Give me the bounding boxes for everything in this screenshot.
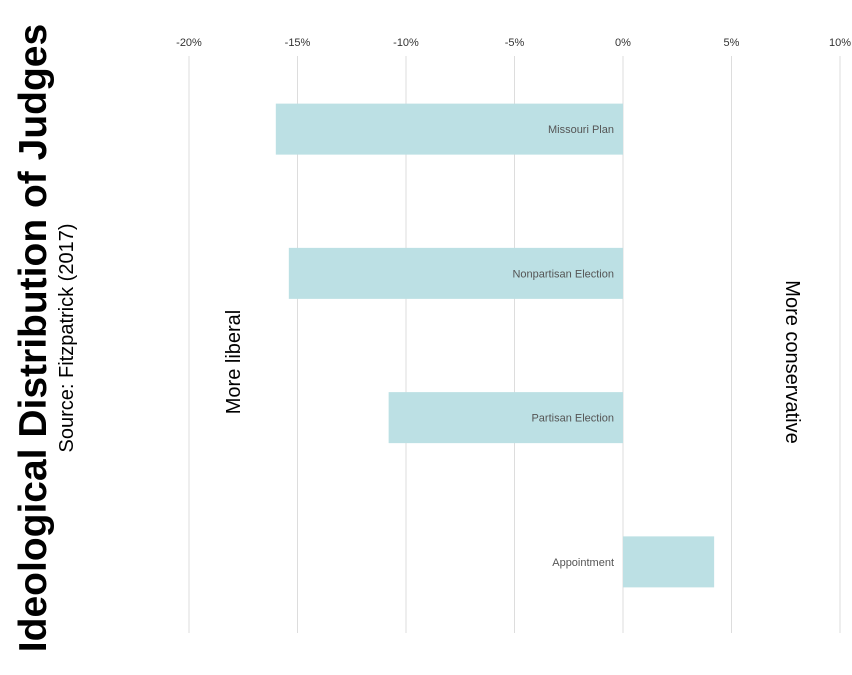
tick-label: -5% [505,37,525,49]
bar-appointment [623,536,715,588]
tick-label: -15% [285,37,311,49]
tick-label: 10% [829,37,851,49]
tick-label: -20% [176,37,202,49]
chart-subtitle: Source: Fitzpatrick (2017) [56,224,78,453]
bar-labels: Missouri Plan Nonpartisan Election Partisa… [512,124,614,569]
bar-label-missouri-plan: Missouri Plan [548,124,614,136]
tick-label: 5% [724,37,740,49]
bar-label-nonpartisan-election: Nonpartisan Election [512,268,614,280]
bars [275,103,715,588]
bar-label-partisan-election: Partisan Election [531,413,614,425]
annotation-more-liberal: More liberal [223,310,245,414]
bar-nonpartisan-election [288,247,623,299]
bar-label-appointment: Appointment [552,557,614,569]
bar-partisan-election [388,392,623,444]
annotation-more-conservative: More conservative [781,280,803,443]
tick-label: 0% [615,37,631,49]
chart-title: Ideological Distribution of Judges [12,24,55,652]
bar-missouri-plan [275,103,623,155]
x-axis-ticks: -20% -15% -10% -5% 0% 5% 10% [176,37,851,49]
tick-label: -10% [393,37,419,49]
